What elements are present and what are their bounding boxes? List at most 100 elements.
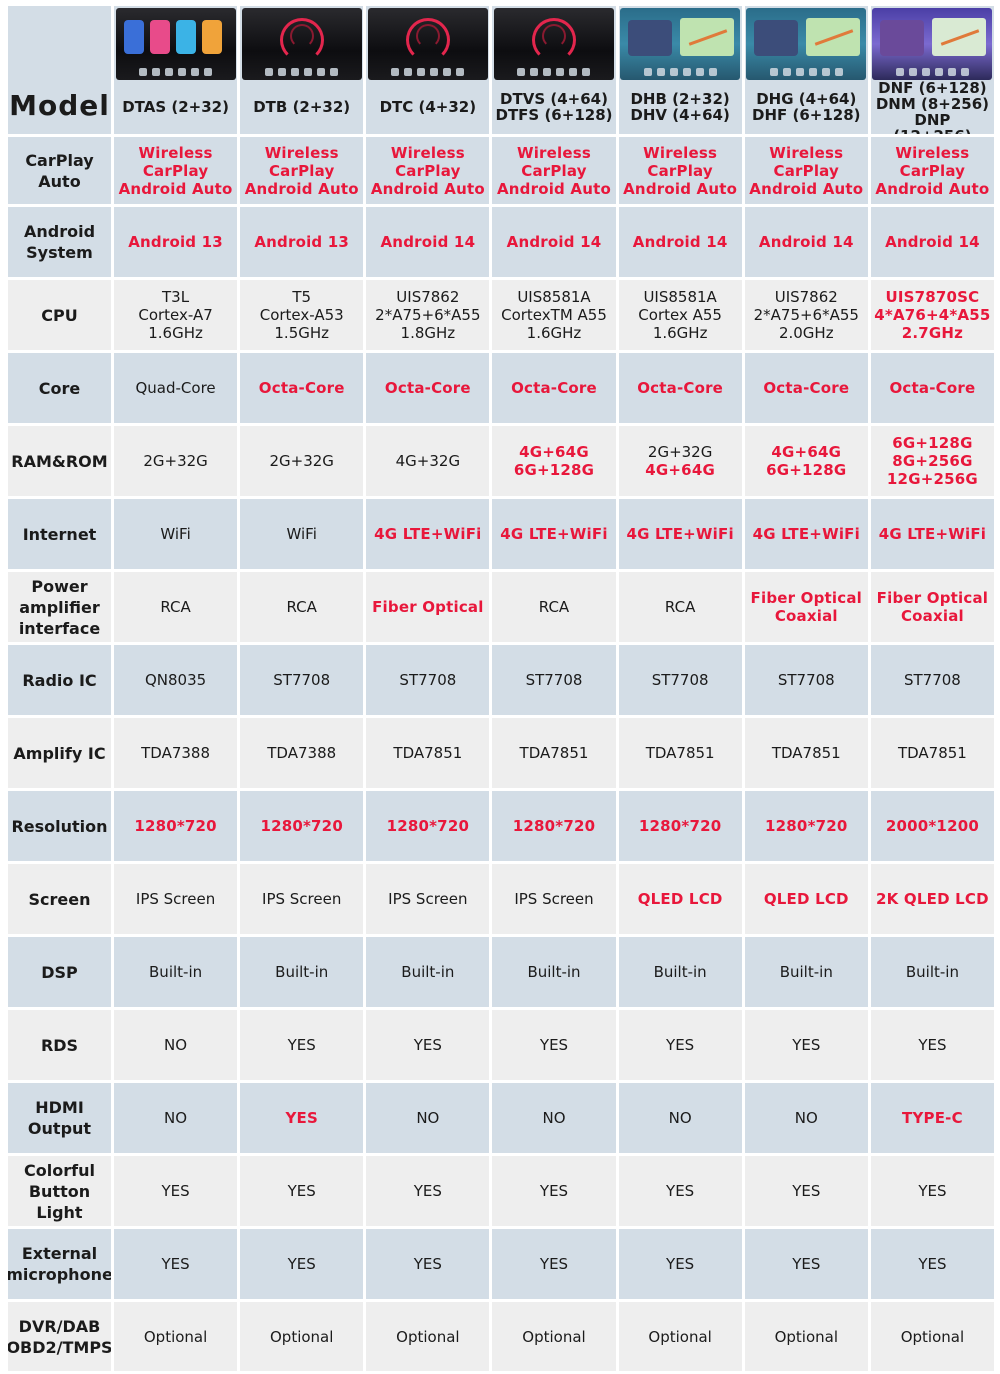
row-label: RDS	[8, 1010, 111, 1080]
spec-row: CarPlay Auto Wireless CarPlay Android Aut…	[8, 137, 994, 204]
spec-row: Amplify IC TDA7388 TDA7388 TDA7851 TDA7851 TD…	[8, 718, 994, 788]
spec-value: WiFi	[240, 499, 364, 569]
spec-value: NO	[492, 1083, 616, 1153]
spec-value: UIS7862 2*A75+6*A55 1.8GHz	[366, 280, 490, 350]
spec-row: Android System Android 13 Android 13 Androi…	[8, 207, 994, 277]
spec-row: HDMI Output NO YES NO NO NO NO TYPE-C	[8, 1083, 994, 1153]
product-screen-thumbnail	[367, 8, 488, 80]
spec-value: 4G LTE+WiFi	[618, 499, 742, 569]
row-label: Android System	[8, 207, 111, 277]
spec-value: Wireless CarPlay Android Auto	[618, 137, 742, 204]
spec-value: YES	[240, 1156, 364, 1226]
spec-value: YES	[366, 1010, 490, 1080]
spec-value: 4G+64G 6G+128G	[492, 426, 616, 496]
header-label: Model	[8, 6, 111, 134]
row-label: Power amplifier interface	[8, 572, 111, 642]
spec-value: TDA7851	[744, 718, 868, 788]
spec-value: Fiber Optical Coaxial	[870, 572, 994, 642]
spec-value: Android 14	[744, 207, 868, 277]
spec-value: TDA7388	[240, 718, 364, 788]
spec-row: CPU T3L Cortex-A7 1.6GHz T5 Cortex-A53 1.5…	[8, 280, 994, 350]
spec-value: Optional	[366, 1302, 490, 1371]
spec-value: 1280*720	[492, 791, 616, 861]
spec-value: TDA7851	[870, 718, 994, 788]
spec-value: TDA7851	[618, 718, 742, 788]
spec-value: IPS Screen	[492, 864, 616, 934]
spec-value: Android 14	[366, 207, 490, 277]
spec-value: 4G LTE+WiFi	[870, 499, 994, 569]
spec-value: Fiber Optical	[366, 572, 490, 642]
model-name: DNF (6+128) DNM (8+256) DNP (12+256)	[875, 79, 990, 134]
spec-value: 2000*1200	[870, 791, 994, 861]
spec-row: Power amplifier interface RCA RCA Fiber Opt…	[8, 572, 994, 642]
spec-row: Colorful Button Light YES YES YES YES YES YES Y…	[8, 1156, 994, 1226]
spec-value: Built-in	[240, 937, 364, 1007]
row-label: Amplify IC	[8, 718, 111, 788]
spec-value: NO	[744, 1083, 868, 1153]
product-screen-thumbnail	[115, 8, 236, 80]
spec-value: Octa-Core	[366, 353, 490, 423]
spec-value: QLED LCD	[618, 864, 742, 934]
row-label: Resolution	[8, 791, 111, 861]
spec-value: ST7708	[744, 645, 868, 715]
spec-value: Octa-Core	[240, 353, 364, 423]
spec-value: Octa-Core	[492, 353, 616, 423]
spec-row: Radio IC QN8035 ST7708 ST7708 ST7708 ST7708 ST…	[8, 645, 994, 715]
spec-row: External microphone YES YES YES YES YES YES YES	[8, 1229, 994, 1299]
model-name: DHB (2+32) DHV (4+64)	[630, 90, 730, 124]
row-label: RAM&ROM	[8, 426, 111, 496]
spec-value: Wireless CarPlay Android Auto	[492, 137, 616, 204]
spec-value: RCA	[114, 572, 238, 642]
spec-value: YES	[870, 1156, 994, 1226]
spec-value: Octa-Core	[618, 353, 742, 423]
spec-value: Wireless CarPlay Android Auto	[744, 137, 868, 204]
spec-value: YES	[744, 1229, 868, 1299]
product-screen-thumbnail	[620, 8, 741, 80]
spec-value: Wireless CarPlay Android Auto	[114, 137, 238, 204]
spec-value: Android 14	[618, 207, 742, 277]
spec-value: YES	[492, 1156, 616, 1226]
spec-row: Core Quad-Core Octa-Core Octa-Core Octa-Core…	[8, 353, 994, 423]
spec-value: TDA7388	[114, 718, 238, 788]
spec-value: YES	[240, 1229, 364, 1299]
row-label: External microphone	[8, 1229, 111, 1299]
spec-value: Optional	[240, 1302, 364, 1371]
spec-value: 2G+32G	[240, 426, 364, 496]
spec-value: IPS Screen	[114, 864, 238, 934]
spec-value: NO	[114, 1010, 238, 1080]
spec-value: 1280*720	[114, 791, 238, 861]
spec-value: Android 13	[114, 207, 238, 277]
spec-value: Optional	[744, 1302, 868, 1371]
spec-value: Android 14	[492, 207, 616, 277]
spec-value: YES	[492, 1229, 616, 1299]
spec-value: Built-in	[492, 937, 616, 1007]
header-model-cell: DTB (2+32)	[240, 6, 364, 134]
spec-value: NO	[114, 1083, 238, 1153]
spec-row: DSP Built-in Built-in Built-in Built-in Built…	[8, 937, 994, 1007]
spec-row: RDS NO YES YES YES YES YES YES	[8, 1010, 994, 1080]
row-label: Core	[8, 353, 111, 423]
spec-value: Fiber Optical Coaxial	[744, 572, 868, 642]
product-screen-thumbnail	[241, 8, 362, 80]
spec-value: T5 Cortex-A53 1.5GHz	[240, 280, 364, 350]
spec-value: IPS Screen	[366, 864, 490, 934]
spec-value: ST7708	[870, 645, 994, 715]
spec-value: NO	[366, 1083, 490, 1153]
spec-value: Android 13	[240, 207, 364, 277]
spec-value: Built-in	[114, 937, 238, 1007]
spec-value: YES	[240, 1083, 364, 1153]
row-label: DSP	[8, 937, 111, 1007]
spec-value: 2G+32G 4G+64G	[618, 426, 742, 496]
spec-value: Wireless CarPlay Android Auto	[240, 137, 364, 204]
spec-value: Quad-Core	[114, 353, 238, 423]
row-label: Screen	[8, 864, 111, 934]
spec-value: RCA	[492, 572, 616, 642]
spec-value: UIS7870SC 4*A76+4*A55 2.7GHz	[870, 280, 994, 350]
spec-value: 4G LTE+WiFi	[492, 499, 616, 569]
spec-value: 1280*720	[744, 791, 868, 861]
spec-value: UIS8581A CortexTM A55 1.6GHz	[492, 280, 616, 350]
spec-value: YES	[618, 1010, 742, 1080]
header-model-cell: DHG (4+64) DHF (6+128)	[744, 6, 868, 134]
spec-value: ST7708	[618, 645, 742, 715]
model-name: DTAS (2+32)	[122, 98, 229, 116]
